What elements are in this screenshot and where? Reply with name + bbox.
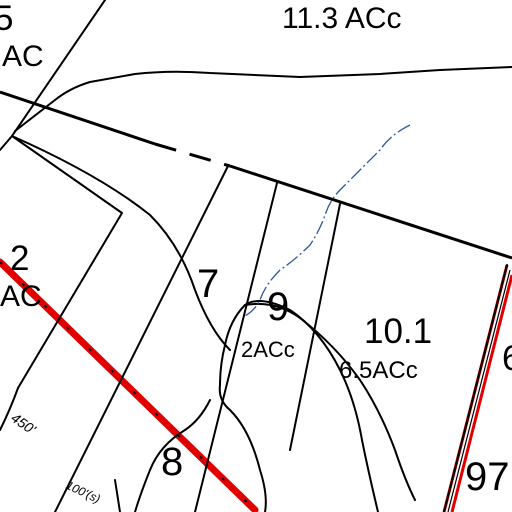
red-boundary-diagonal [0, 258, 259, 512]
lot-line-2-left [0, 135, 13, 151]
lot-line-7-west [11, 135, 231, 351]
parcel-2-number: 2 [10, 239, 29, 278]
road-dashed-section [154, 142, 231, 168]
lot-line-7-left [54, 165, 229, 512]
dimension-100: 100'(s) [64, 478, 103, 506]
dimension-450: 450' [8, 409, 40, 438]
parcel-97-number: 97 [465, 455, 510, 499]
lot-line-2-north [11, 135, 123, 389]
lot-line-upper-curve [14, 66, 512, 132]
parcel-5-number: 5 [0, 0, 13, 38]
lot-line-9-inner [244, 300, 379, 512]
lot-line-2-south [0, 387, 19, 431]
parcel-5-acreage: AC [2, 40, 44, 73]
lot-line-8-boundary [134, 399, 211, 512]
parcel-9-number: 9 [267, 285, 289, 329]
road-east-section [229, 164, 512, 260]
parcel-7-number: 7 [197, 262, 219, 306]
parcel-11-3-acreage: 11.3 ACc [282, 2, 402, 35]
lot-line-9-loop [218, 304, 267, 512]
parcel-10-1-number: 10.1 [364, 312, 432, 351]
parcel-6-partial: 6 [502, 339, 512, 378]
parcel-8-number: 8 [161, 440, 183, 484]
lot-line-bottom-8 [114, 479, 121, 512]
lot-line-9-inner2 [244, 302, 416, 501]
stream [244, 124, 411, 317]
lot-line-top-diagonal [11, 0, 106, 137]
road-right-of-way [0, 90, 156, 146]
parcel-9-acreage: 2ACc [241, 337, 295, 362]
parcel-10-1-acreage: 6.5ACc [339, 357, 418, 384]
lot-line-9-right [289, 203, 341, 451]
lot-line-7-right [194, 182, 278, 512]
parcel-2-acreage: AC [0, 280, 42, 313]
lot-line-97 [443, 264, 508, 512]
